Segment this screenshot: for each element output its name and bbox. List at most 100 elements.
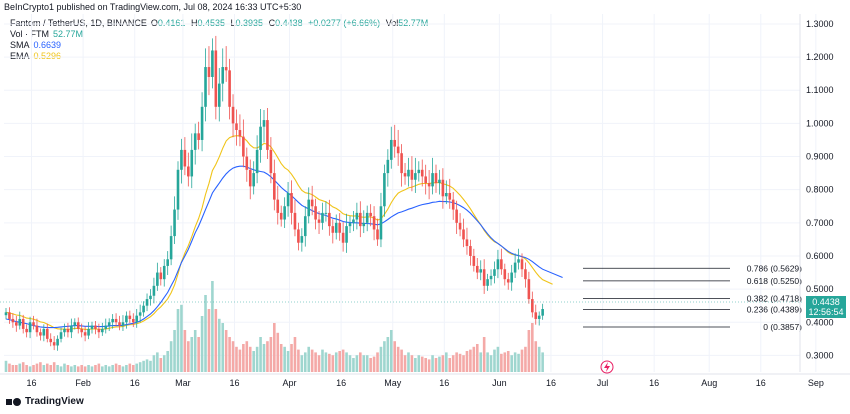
volume-bar <box>49 365 53 372</box>
candle-body <box>197 133 200 140</box>
candle-body <box>448 193 452 200</box>
candle-body <box>297 229 300 243</box>
volume-bar <box>35 363 39 372</box>
candle-body <box>211 50 214 77</box>
ohlc-values: O0.4161 H0.4535 L0.3935 C0.4438 +0.0277 … <box>151 18 431 29</box>
price-axis[interactable]: 1.3000 1.2000 1.1000 1.0000 0.9000 0.8000 0.70… <box>799 14 834 372</box>
vol-value: 52.77M <box>398 18 429 28</box>
price-tick-label: 1.0000 <box>806 118 834 128</box>
candle-body <box>379 206 383 240</box>
volume-bar <box>245 341 249 372</box>
volume-bar <box>403 355 407 372</box>
vol-label: Vol <box>385 18 399 28</box>
volume-bar <box>348 355 352 372</box>
volume-bar <box>513 352 517 372</box>
candle-body <box>207 67 211 77</box>
volume-bar <box>255 346 259 372</box>
candle-body <box>517 259 520 263</box>
volume-bar <box>76 366 80 372</box>
candle-body <box>506 279 510 283</box>
volume-bar <box>420 356 424 372</box>
volume-bar <box>383 341 386 372</box>
sma-row[interactable]: SMA 0.6639 <box>10 40 431 51</box>
volume-bar <box>131 365 135 372</box>
volume-bar <box>307 346 311 372</box>
candle-body <box>259 126 262 150</box>
candle-body <box>324 212 328 214</box>
candle-body <box>162 265 166 280</box>
volume-bar <box>190 337 194 372</box>
candle-body <box>314 206 317 220</box>
volume-bar <box>297 349 300 372</box>
candle-body <box>87 328 90 336</box>
candle-body <box>52 342 56 346</box>
candle-body <box>307 199 311 217</box>
candle-body <box>400 153 403 174</box>
volume-bar <box>28 366 32 372</box>
price-tick-label: 0.4000 <box>806 317 834 327</box>
volume-bar <box>345 352 348 372</box>
candle-body <box>441 179 445 197</box>
vol-ftm-row[interactable]: Vol · FTM 52.77M <box>10 29 431 40</box>
time-tick-label: 16 <box>439 378 449 388</box>
volume-bar <box>4 360 8 372</box>
volume-bar <box>259 337 262 372</box>
volume-bar <box>156 352 159 372</box>
candle-body <box>489 275 493 280</box>
volume-bar <box>149 360 152 372</box>
candle-body <box>469 246 472 256</box>
candle-body <box>76 322 80 329</box>
brand-name: TradingView <box>25 396 84 407</box>
volume-bar <box>166 351 169 372</box>
volume-bar <box>87 365 90 372</box>
volume-bar <box>262 344 266 372</box>
candle-body <box>135 315 139 323</box>
volume-bar <box>118 365 121 372</box>
tradingview-footer[interactable]: TradingView <box>6 396 84 407</box>
time-tick-label: Apr <box>283 378 297 388</box>
candle-body <box>475 265 479 273</box>
candle-body <box>424 176 427 184</box>
volume-bar <box>15 365 18 372</box>
candle-body <box>145 299 149 306</box>
time-tick-label: 16 <box>229 378 239 388</box>
candle-body <box>18 318 22 326</box>
candle-body <box>396 146 400 154</box>
candle-body <box>420 169 424 177</box>
lightning-icon[interactable] <box>600 360 614 374</box>
candle-body <box>63 328 66 333</box>
candle-body <box>45 328 49 339</box>
candle-body <box>193 133 197 150</box>
candle-body <box>111 318 114 323</box>
volume-bar <box>180 304 183 372</box>
volume-bar <box>142 360 145 372</box>
volume-bar <box>217 318 221 372</box>
candle-body <box>159 272 163 280</box>
volume-bar <box>273 323 276 372</box>
time-axis[interactable]: 16 Feb 16 Mar 16 Apr 16 May 16 Jun 16 Jul 16 Aug 16 Sep <box>0 373 850 388</box>
volume-bar <box>66 365 70 372</box>
volume-bar <box>224 330 228 372</box>
candle-body <box>403 173 407 177</box>
open-label: O <box>150 18 158 28</box>
volume-bar <box>279 344 283 372</box>
time-tick-label: 16 <box>649 378 659 388</box>
ema-row[interactable]: EMA 0.5296 <box>10 51 431 62</box>
symbol-label[interactable]: Fantom / TetherUS, 1D, BINANCE <box>10 18 147 28</box>
volume-bar <box>314 352 317 372</box>
candle-body <box>214 50 218 107</box>
candle-body <box>121 322 125 326</box>
volume-bar <box>39 362 42 372</box>
volume-bar <box>121 366 125 372</box>
volume-bar <box>493 349 496 372</box>
volume-bar <box>11 365 15 372</box>
candle-body <box>276 199 280 213</box>
close-value: 0.4438 <box>275 18 303 28</box>
change-value: +0.0277 (+6.66%) <box>308 18 381 28</box>
ohlc-row: Fantom / TetherUS, 1D, BINANCE O0.4161 H… <box>10 18 431 29</box>
low-label: L <box>230 18 236 28</box>
fib-level-label: 0.236 (0.4389) <box>747 304 802 314</box>
fibonacci-levels[interactable]: 0.786 (0.5629) 0.618 (0.5250) 0.382 (0.471… <box>583 263 802 332</box>
candle-body <box>524 269 527 280</box>
